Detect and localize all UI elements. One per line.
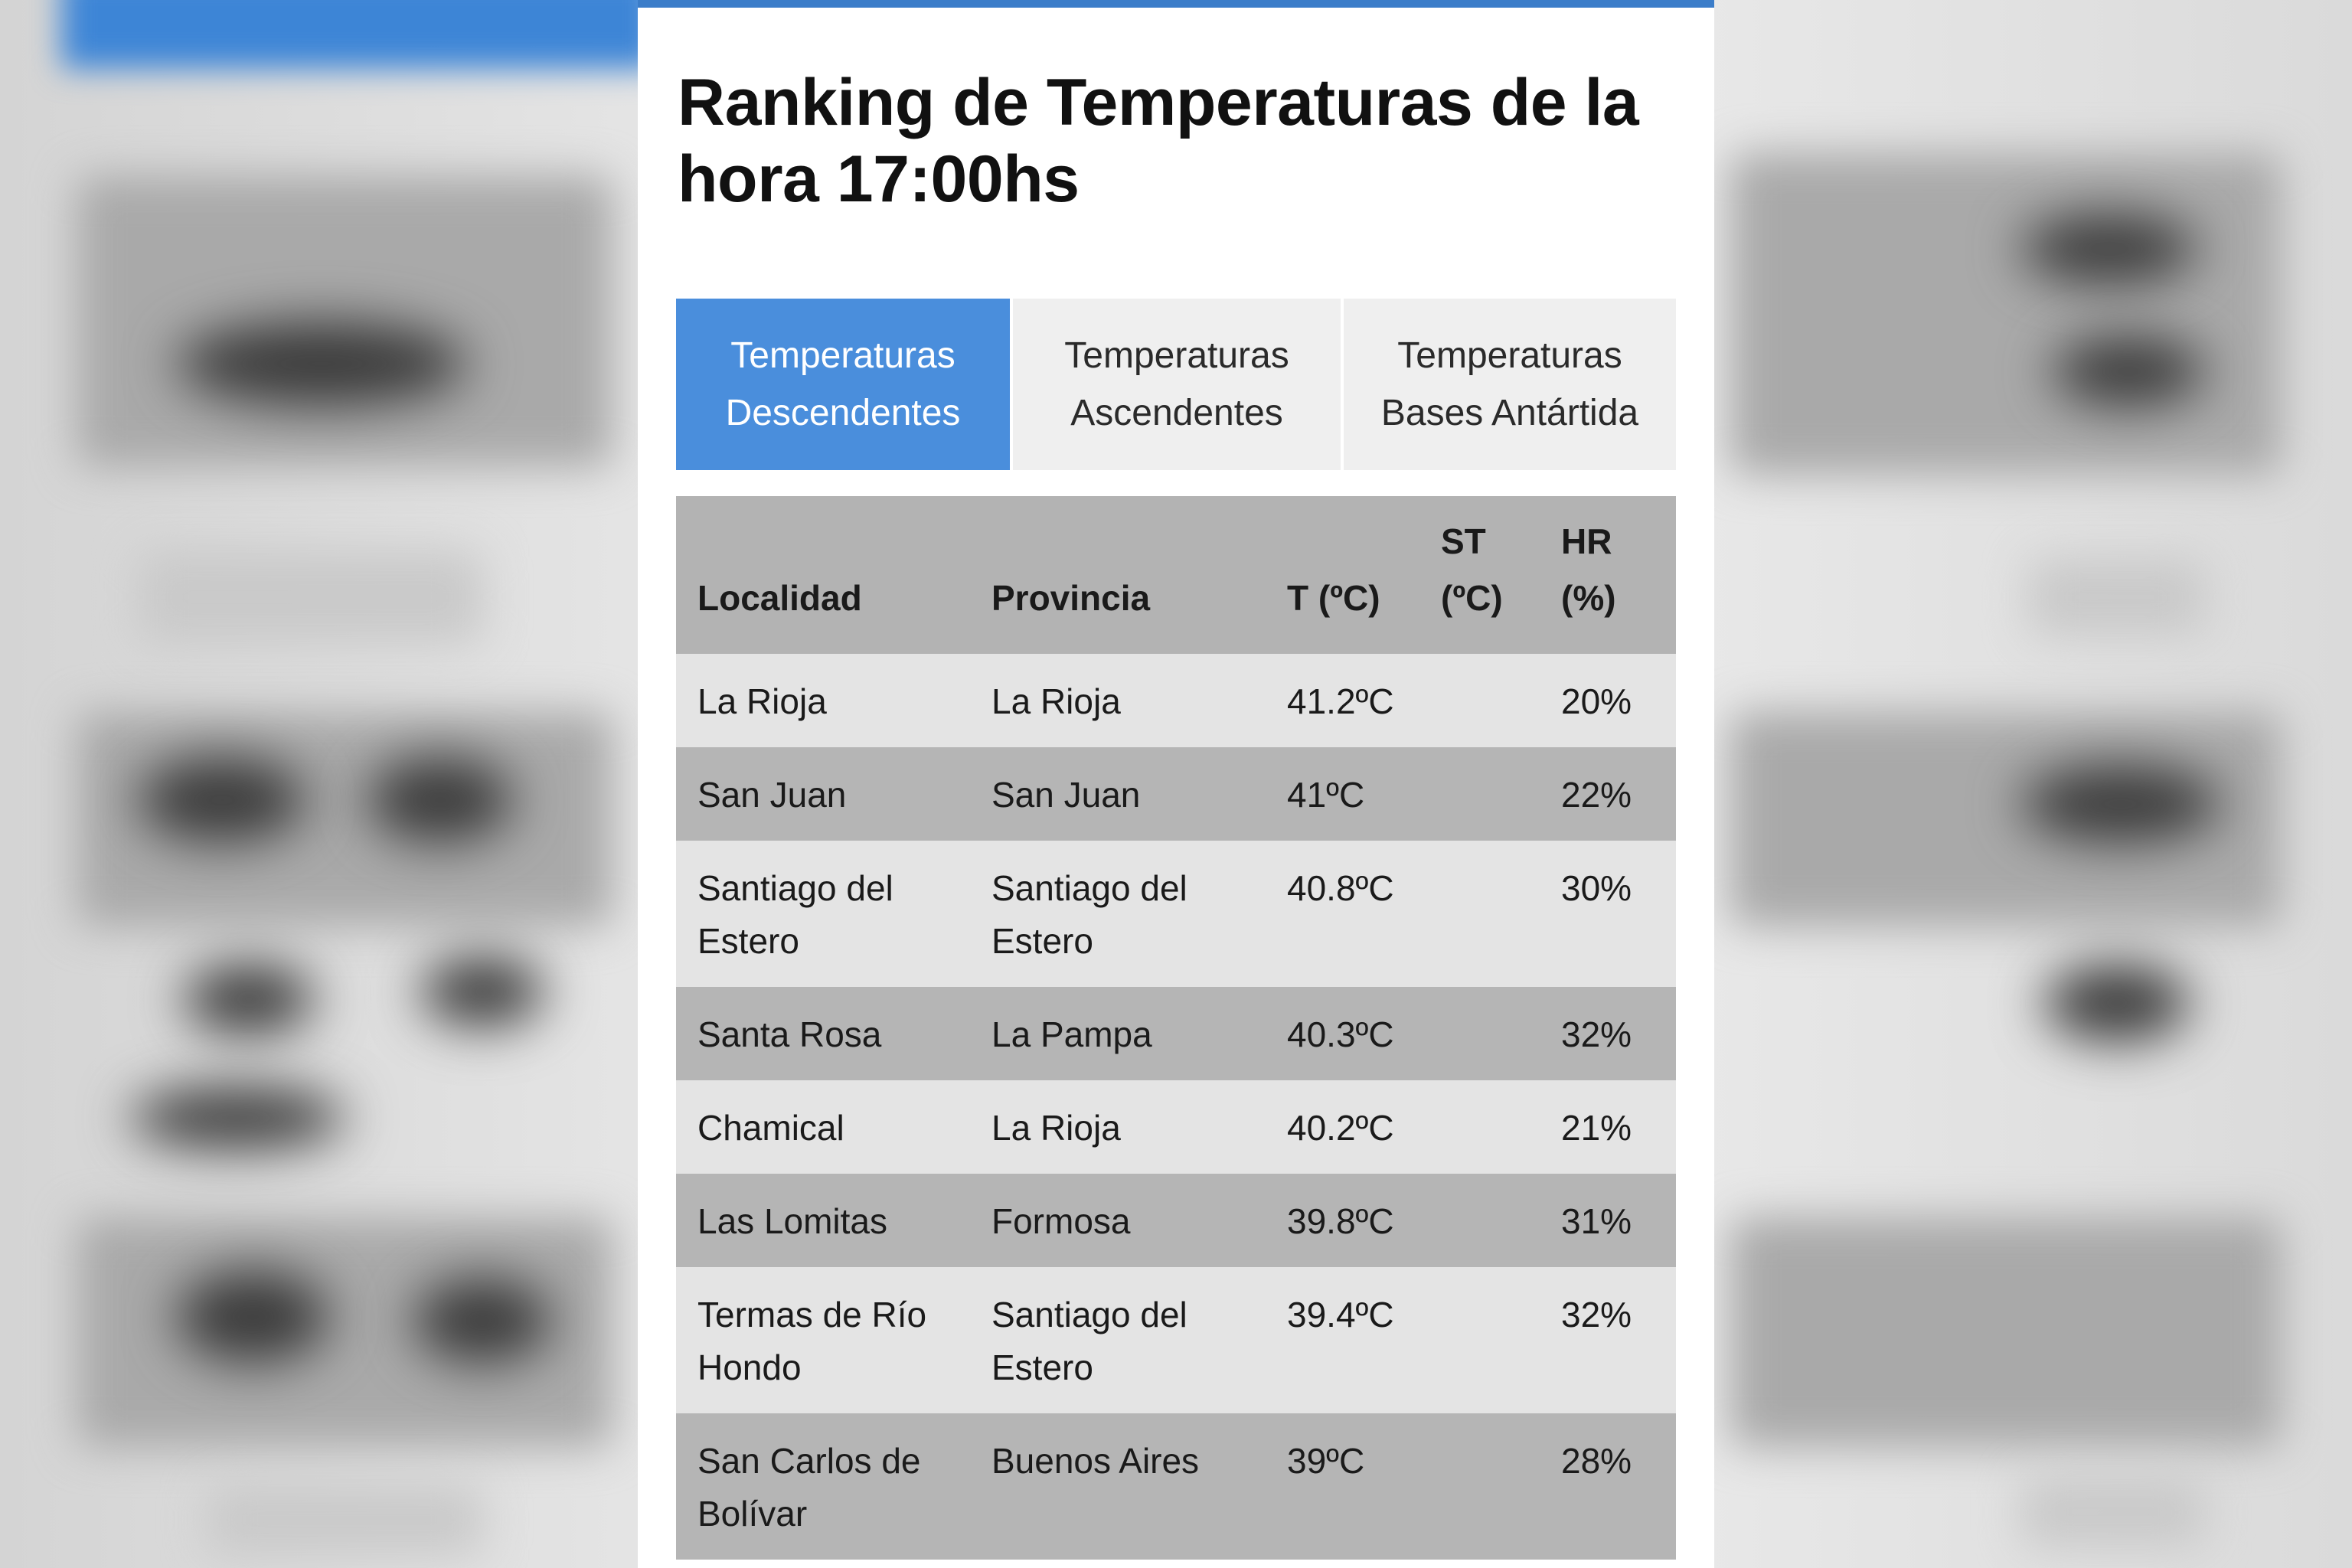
table-row: Santa Rosa La Pampa 40.3ºC 32% xyxy=(676,987,1676,1080)
cell-humedad: 21% xyxy=(1561,1108,1632,1148)
cell-temperatura: 39ºC xyxy=(1287,1441,1365,1481)
blurred-text xyxy=(413,1279,551,1363)
column-header-localidad[interactable]: Localidad xyxy=(697,578,862,618)
table-header: Localidad Provincia T (ºC) ST (ºC) HR (%… xyxy=(676,496,1676,654)
cell-temperatura: 41ºC xyxy=(1287,775,1365,815)
cell-localidad: Las Lomitas xyxy=(697,1201,888,1241)
cell-sensacion-termica xyxy=(1441,654,1561,747)
table-row: La Rioja La Rioja 41.2ºC 20% xyxy=(676,654,1676,747)
blurred-text xyxy=(130,1087,345,1148)
blurred-text xyxy=(368,758,513,842)
ranking-card: Ranking de Temperaturas de la hora 17:00… xyxy=(638,0,1714,1568)
cell-sensacion-termica xyxy=(1441,1267,1561,1413)
table-row: San Juan San Juan 41ºC 22% xyxy=(676,747,1676,841)
column-header-humedad[interactable]: HR (%) xyxy=(1561,521,1616,618)
cell-humedad: 30% xyxy=(1561,868,1632,908)
cell-temperatura: 40.8ºC xyxy=(1287,868,1394,908)
cell-humedad: 31% xyxy=(1561,1201,1632,1241)
tab-temperaturas-descendentes[interactable]: Temperaturas Descendentes xyxy=(676,299,1010,470)
table-row: Santiago del Estero Santiago del Estero … xyxy=(676,841,1676,987)
table-row: Chamical La Rioja 40.2ºC 21% xyxy=(676,1080,1676,1174)
cell-sensacion-termica xyxy=(1441,747,1561,841)
tab-bar: Temperaturas Descendentes Temperaturas A… xyxy=(676,299,1676,470)
cell-localidad: Termas de Río Hondo xyxy=(697,1295,927,1387)
cell-provincia: La Rioja xyxy=(991,1108,1121,1148)
blurred-text xyxy=(2029,559,2205,635)
blurred-text xyxy=(138,551,482,643)
cell-humedad: 20% xyxy=(1561,681,1632,721)
blurred-text xyxy=(2021,766,2220,842)
blurred-text xyxy=(2021,214,2197,283)
cell-provincia: Santiago del Estero xyxy=(991,1295,1187,1387)
cell-sensacion-termica xyxy=(1441,1080,1561,1174)
blurred-panel xyxy=(1730,153,2282,475)
cell-sensacion-termica xyxy=(1441,987,1561,1080)
blurred-panel xyxy=(1730,1217,2282,1447)
table-row: Las Lomitas Formosa 39.8ºC 31% xyxy=(676,1174,1676,1267)
cell-provincia: San Juan xyxy=(991,775,1141,815)
cell-provincia: Santiago del Estero xyxy=(991,868,1187,961)
column-header-sensacion-termica[interactable]: ST (ºC) xyxy=(1441,521,1503,618)
table-row: San Carlos de Bolívar Buenos Aires 39ºC … xyxy=(676,1413,1676,1560)
column-header-temperatura[interactable]: T (ºC) xyxy=(1287,578,1380,618)
table-header-row: Localidad Provincia T (ºC) ST (ºC) HR (%… xyxy=(676,496,1676,654)
cell-localidad: San Carlos de Bolívar xyxy=(697,1441,921,1534)
table-body: La Rioja La Rioja 41.2ºC 20% San Juan Sa… xyxy=(676,654,1676,1560)
page-title: Ranking de Temperaturas de la hora 17:00… xyxy=(678,66,1639,216)
column-header-provincia[interactable]: Provincia xyxy=(991,578,1151,618)
cell-localidad: Santiago del Estero xyxy=(697,868,893,961)
cell-provincia: La Rioja xyxy=(991,681,1121,721)
blurred-text xyxy=(2052,337,2205,406)
tab-temperaturas-ascendentes[interactable]: Temperaturas Ascendentes xyxy=(1010,299,1341,470)
blurred-text xyxy=(2021,1478,2205,1547)
blurred-text xyxy=(207,1485,482,1554)
blurred-text xyxy=(176,322,467,406)
cell-provincia: Buenos Aires xyxy=(991,1441,1200,1481)
blurred-text xyxy=(2044,965,2190,1041)
table-row: Termas de Río Hondo Santiago del Estero … xyxy=(676,1267,1676,1413)
cell-humedad: 32% xyxy=(1561,1014,1632,1054)
cell-temperatura: 40.3ºC xyxy=(1287,1014,1394,1054)
tab-temperaturas-bases-antartida[interactable]: Temperaturas Bases Antártida xyxy=(1341,299,1676,470)
tab-label: Temperaturas Descendentes xyxy=(725,335,961,433)
tab-label: Temperaturas Ascendentes xyxy=(1064,335,1289,433)
cell-temperatura: 39.8ºC xyxy=(1287,1201,1394,1241)
blurred-text xyxy=(421,957,544,1026)
cell-sensacion-termica xyxy=(1441,1174,1561,1267)
cell-temperatura: 41.2ºC xyxy=(1287,681,1394,721)
cell-humedad: 28% xyxy=(1561,1441,1632,1481)
blurred-text xyxy=(184,965,314,1034)
temperature-ranking-table: Localidad Provincia T (ºC) ST (ºC) HR (%… xyxy=(676,496,1676,1560)
tab-label: Temperaturas Bases Antártida xyxy=(1380,335,1639,433)
cell-humedad: 32% xyxy=(1561,1295,1632,1334)
cell-humedad: 22% xyxy=(1561,775,1632,815)
cell-localidad: Santa Rosa xyxy=(697,1014,882,1054)
cell-temperatura: 40.2ºC xyxy=(1287,1108,1394,1148)
cell-provincia: La Pampa xyxy=(991,1014,1152,1054)
cell-sensacion-termica xyxy=(1441,841,1561,987)
cell-provincia: Formosa xyxy=(991,1201,1131,1241)
cell-sensacion-termica xyxy=(1441,1413,1561,1560)
blurred-header-bar xyxy=(61,0,658,69)
cell-localidad: San Juan xyxy=(697,775,847,815)
cell-localidad: Chamical xyxy=(697,1108,844,1148)
blurred-text xyxy=(176,1271,329,1363)
cell-temperatura: 39.4ºC xyxy=(1287,1295,1394,1334)
cell-localidad: La Rioja xyxy=(697,681,827,721)
blurred-text xyxy=(138,758,306,842)
